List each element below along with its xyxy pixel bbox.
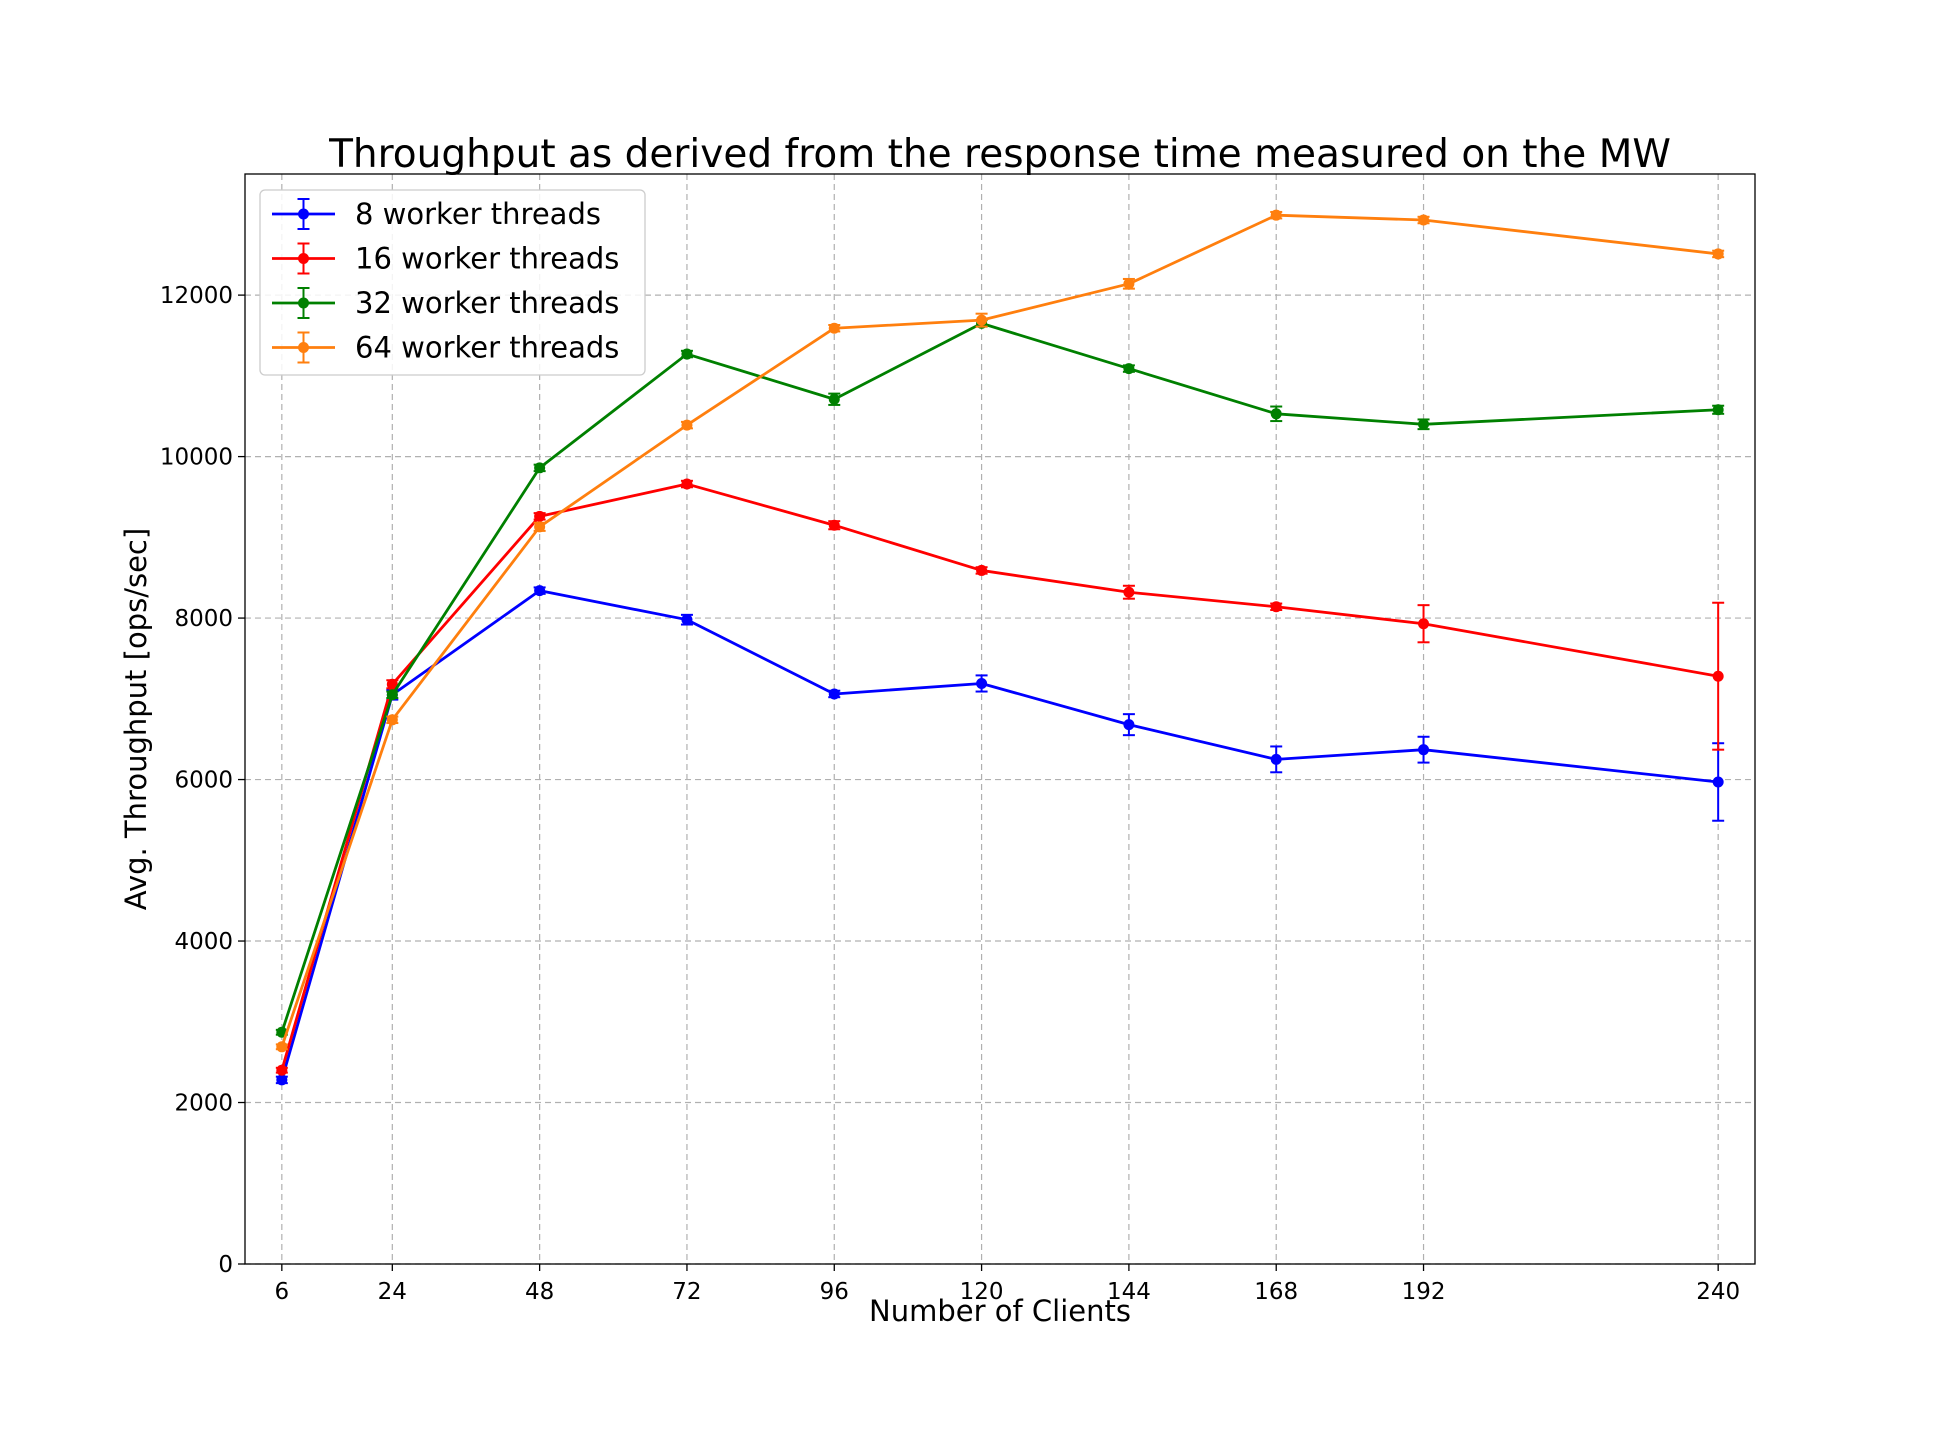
- data-point: [276, 1064, 288, 1076]
- data-point: [534, 510, 546, 522]
- data-point: [1418, 744, 1430, 756]
- data-point: [1418, 214, 1430, 226]
- x-tick-label: 120: [960, 1279, 1004, 1305]
- data-point: [828, 688, 840, 700]
- data-point: [1270, 601, 1282, 613]
- data-point: [1418, 618, 1430, 630]
- y-tick-label: 10000: [160, 445, 233, 471]
- x-tick-label: 48: [525, 1279, 554, 1305]
- data-point: [1712, 248, 1724, 260]
- data-point: [276, 1074, 288, 1086]
- legend-frame: [259, 189, 646, 376]
- data-point: [534, 585, 546, 597]
- x-tick-label: 192: [1402, 1279, 1446, 1305]
- data-point: [1418, 418, 1430, 430]
- series-1: [275, 585, 1725, 1086]
- data-point: [1270, 209, 1282, 221]
- data-point: [976, 564, 988, 576]
- x-tick-label: 168: [1254, 1279, 1298, 1305]
- series-2: [275, 478, 1725, 1076]
- data-point: [828, 393, 840, 405]
- series-4: [275, 209, 1725, 1053]
- y-tick-label: 0: [218, 1252, 233, 1278]
- data-point: [1270, 753, 1282, 765]
- data-point: [1712, 776, 1724, 788]
- data-point: [828, 322, 840, 334]
- x-tick-label: 72: [672, 1279, 701, 1305]
- series-3: [275, 317, 1725, 1038]
- data-point: [534, 521, 546, 533]
- data-point: [828, 519, 840, 531]
- y-tick-label: 4000: [174, 929, 233, 955]
- tick-layer: 6 24 48 72 96 120 144 168 192 240 0 2000 4000 6000 800…: [160, 283, 1740, 1305]
- plot-frame: [244, 173, 1756, 1265]
- data-point: [386, 678, 398, 690]
- y-tick-label: 12000: [160, 283, 233, 309]
- x-tick-label: 144: [1107, 1279, 1151, 1305]
- series-line: [280, 482, 1719, 1071]
- series-line: [280, 589, 1719, 1081]
- x-tick-label: 96: [820, 1279, 849, 1305]
- legend-swatch-marker: [298, 342, 309, 353]
- legend-label: 8 worker threads: [355, 197, 601, 231]
- x-axis-label: Number of Clients: [869, 1294, 1131, 1328]
- x-tick-label: 240: [1696, 1279, 1740, 1305]
- data-point: [1123, 278, 1135, 290]
- series-layer: [275, 209, 1725, 1086]
- data-point: [1123, 586, 1135, 598]
- data-point: [276, 1041, 288, 1053]
- y-tick-label: 6000: [174, 768, 233, 794]
- legend-label: 16 worker threads: [355, 242, 619, 276]
- data-point: [1712, 670, 1724, 682]
- legend-swatch-marker: [298, 253, 309, 264]
- data-point: [1270, 408, 1282, 420]
- data-point: [681, 419, 693, 431]
- data-point: [681, 348, 693, 360]
- series-line: [280, 321, 1719, 1033]
- legend-swatch-marker: [298, 297, 309, 309]
- legend-label: 64 worker threads: [355, 331, 619, 365]
- legend-swatch-marker: [298, 208, 309, 220]
- x-tick-label: 6: [275, 1279, 290, 1305]
- data-point: [386, 689, 398, 701]
- x-tick-label: 24: [378, 1279, 407, 1305]
- y-tick-label: 8000: [174, 606, 233, 632]
- data-point: [1712, 404, 1724, 416]
- y-axis-label: Avg. Throughput [ops/sec]: [119, 528, 153, 910]
- data-point: [976, 314, 988, 326]
- legend-label: 32 worker threads: [355, 286, 619, 320]
- data-point: [976, 677, 988, 689]
- data-point: [681, 478, 693, 490]
- chart-title: Throughput as derived from the response …: [328, 132, 1671, 177]
- legend: 8 worker threads 16 worker threads 32 work…: [259, 189, 646, 376]
- data-point: [534, 462, 546, 474]
- data-point: [681, 614, 693, 626]
- y-tick-label: 2000: [174, 1091, 233, 1117]
- data-point: [386, 714, 398, 726]
- series-line: [280, 213, 1719, 1048]
- data-point: [1123, 719, 1135, 731]
- data-point: [1123, 363, 1135, 375]
